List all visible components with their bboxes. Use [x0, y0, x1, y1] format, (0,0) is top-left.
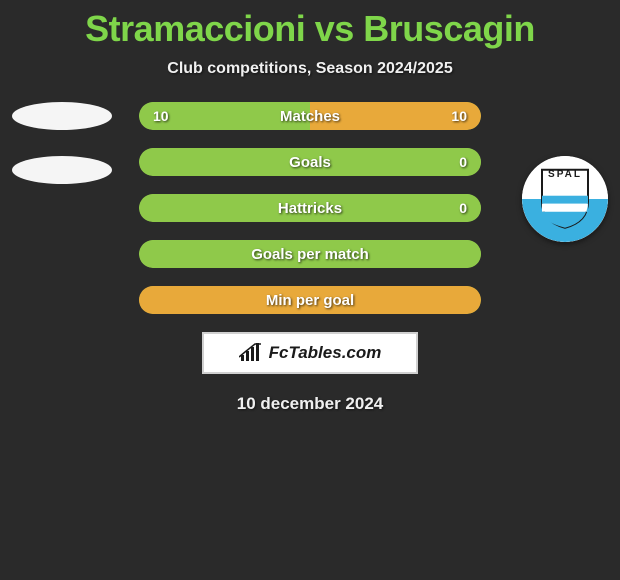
player-right-badge: SPAL — [522, 156, 608, 242]
bar-label: Hattricks — [139, 194, 481, 222]
bar-label: Matches — [139, 102, 481, 130]
bar-value-right: 0 — [459, 148, 467, 176]
bar-label: Goals per match — [139, 240, 481, 268]
brand-watermark: FcTables.com — [202, 332, 418, 374]
comparison-area: SPAL Matches1010Goals0Hattricks0Goals pe… — [0, 102, 620, 414]
stat-bar: Hattricks0 — [139, 194, 481, 222]
spal-badge-label: SPAL — [522, 169, 608, 180]
stat-bar: Goals0 — [139, 148, 481, 176]
spal-badge: SPAL — [522, 156, 608, 242]
player-left-placeholder-2 — [12, 156, 112, 184]
bar-label: Goals — [139, 148, 481, 176]
page-title: Stramaccioni vs Bruscagin — [0, 0, 620, 50]
brand-text: FcTables.com — [269, 343, 382, 363]
bar-label: Min per goal — [139, 286, 481, 314]
player-left-placeholder-1 — [12, 102, 112, 130]
bar-value-left: 10 — [153, 102, 169, 130]
player-left-avatar-stack — [12, 102, 112, 210]
stat-bar: Min per goal — [139, 286, 481, 314]
stat-bar: Matches10 10 — [139, 102, 481, 130]
date-text: 10 december 2024 — [0, 394, 620, 414]
stat-bar: Goals per match — [139, 240, 481, 268]
bar-value-right: 0 — [459, 194, 467, 222]
comparison-bars: Matches1010Goals0Hattricks0Goals per mat… — [139, 102, 481, 314]
subtitle: Club competitions, Season 2024/2025 — [0, 60, 620, 78]
bar-chart-icon — [239, 343, 263, 363]
bar-value-right: 10 — [451, 102, 467, 130]
